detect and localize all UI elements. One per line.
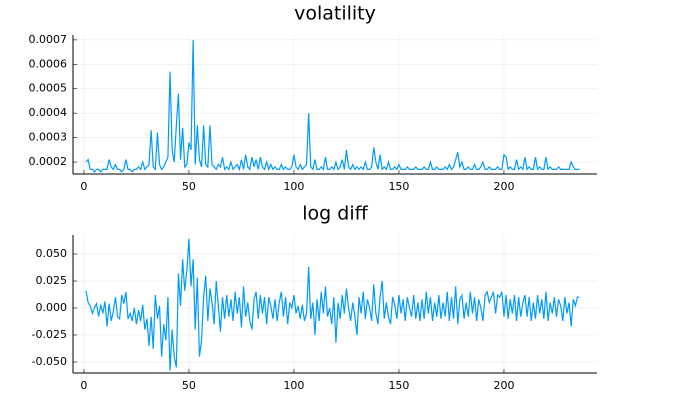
x-tick-label: 0 (80, 180, 87, 193)
x-tick-label: 150 (388, 379, 409, 392)
data-line (85, 238, 580, 371)
y-tick-label: -0.050 (32, 355, 67, 368)
data-line (85, 39, 580, 173)
y-tick-label: 0.050 (36, 247, 68, 260)
subplot: volatility 0 50 100 150 200 0.0002 0.0003 0.0004… (29, 3, 597, 193)
x-tick-label: 200 (493, 180, 514, 193)
x-tick-label: 0 (80, 379, 87, 392)
chart-title: log diff (302, 203, 368, 225)
y-tick-label: 0.0006 (29, 57, 68, 70)
chart-title: volatility (294, 3, 376, 25)
x-tick-label: 100 (283, 180, 304, 193)
subplot: log diff 0 50 100 150 200 -0.050 -0.025 0.000 0.0… (32, 203, 597, 392)
y-tick-label: -0.025 (32, 328, 67, 341)
y-tick-label: 0.0002 (29, 155, 68, 168)
x-tick-label: 50 (182, 379, 196, 392)
x-tick-label: 150 (388, 180, 409, 193)
y-tick-label: 0.0007 (29, 33, 68, 46)
y-tick-label: 0.025 (36, 274, 68, 287)
x-tick-label: 100 (283, 379, 304, 392)
x-tick-label: 50 (182, 180, 196, 193)
y-tick-label: 0.000 (36, 301, 68, 314)
y-tick-label: 0.0003 (29, 131, 68, 144)
y-tick-label: 0.0004 (29, 106, 68, 119)
x-tick-label: 200 (493, 379, 514, 392)
y-tick-label: 0.0005 (29, 82, 68, 95)
